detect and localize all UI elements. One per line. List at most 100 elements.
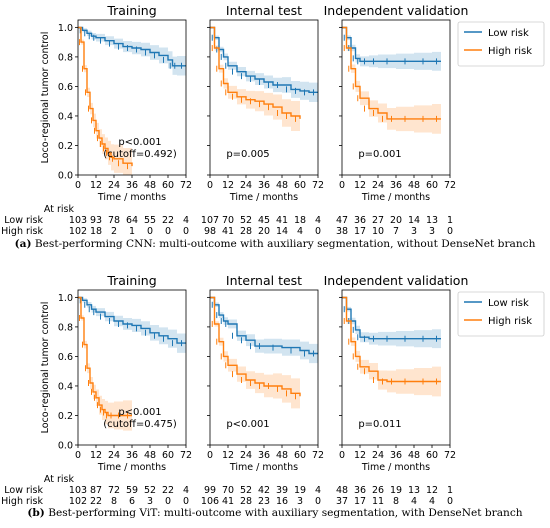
- at-risk-count: 59: [126, 485, 138, 496]
- at-risk-count: 0: [447, 226, 453, 237]
- low-risk-ci-band: [342, 27, 441, 72]
- subplot-internal-test: Internal test 0 12 24 36 48 60 72 Time / months p…: [201, 3, 324, 237]
- x-tick-label: 12: [222, 180, 234, 191]
- at-risk-count: 36: [354, 215, 366, 226]
- x-tick-label: 24: [108, 450, 120, 461]
- y-tick-label: 0.2: [58, 411, 73, 422]
- at-risk-count: 103: [69, 485, 87, 496]
- at-risk-count: 4: [315, 215, 321, 226]
- at-risk-count: 3: [411, 226, 417, 237]
- subplot-title: Training: [106, 273, 156, 288]
- x-tick-label: 24: [240, 450, 252, 461]
- x-tick-label: 0: [75, 450, 81, 461]
- at-risk-count: 8: [111, 496, 117, 507]
- p-value-annotation: p<0.001: [118, 137, 161, 148]
- high-risk-ci-band: [78, 297, 132, 432]
- x-axis-label: Time / months: [97, 192, 166, 203]
- x-tick-label: 24: [372, 450, 384, 461]
- y-tick-label: 1.0: [58, 293, 73, 304]
- x-tick-label: 72: [312, 450, 324, 461]
- at-risk-count: 0: [165, 496, 171, 507]
- x-axis-label: Time / months: [361, 462, 430, 473]
- low-risk-curve: [78, 26, 186, 67]
- at-risk-row-label: High risk: [1, 226, 43, 237]
- x-tick-label: 48: [408, 180, 420, 191]
- p-value-annotation: p<0.001: [226, 419, 269, 430]
- at-risk-count: 0: [183, 496, 189, 507]
- x-tick-label: 36: [258, 450, 270, 461]
- at-risk-count: 103: [69, 215, 87, 226]
- low-risk-legend-label: Low risk: [488, 298, 529, 309]
- legend-box: [457, 21, 545, 67]
- y-tick-label: 0.4: [58, 381, 73, 392]
- at-risk-row-label: Low risk: [4, 215, 43, 226]
- at-risk-count: 41: [222, 226, 234, 237]
- x-tick-label: 12: [354, 450, 366, 461]
- legend: Low risk High risk: [457, 291, 545, 337]
- at-risk-row-label: Low risk: [4, 485, 43, 496]
- low-risk-ci-band: [78, 27, 186, 77]
- at-risk-count: 52: [240, 485, 252, 496]
- at-risk-count: 102: [69, 226, 87, 237]
- high-risk-legend-label: High risk: [488, 46, 532, 57]
- p-value-annotation: p=0.005: [226, 149, 269, 160]
- at-risk-count: 1: [129, 226, 135, 237]
- at-risk-count: 18: [90, 226, 102, 237]
- x-tick-label: 36: [390, 180, 402, 191]
- y-tick-label: 0.8: [58, 52, 73, 63]
- at-risk-count: 55: [144, 215, 156, 226]
- at-risk-count: 107: [201, 215, 219, 226]
- x-tick-label: 60: [162, 180, 174, 191]
- y-tick-label: 0.6: [58, 82, 73, 93]
- at-risk-count: 38: [336, 226, 348, 237]
- subplot-independent-validation: Independent validation 0 12 24 36 48 60 72 Time …: [324, 3, 469, 237]
- caption-a: (a) Best-performing CNN: multi-outcome w…: [0, 238, 550, 250]
- at-risk-count: 93: [90, 215, 102, 226]
- x-tick-label: 12: [90, 450, 102, 461]
- high-risk-legend-label: High risk: [488, 316, 532, 327]
- at-risk-count: 3: [429, 226, 435, 237]
- at-risk-count: 20: [390, 215, 402, 226]
- x-axis-label: Time / months: [361, 192, 430, 203]
- at-risk-count: 28: [240, 226, 252, 237]
- at-risk-count: 78: [108, 215, 120, 226]
- at-risk-count: 0: [183, 226, 189, 237]
- at-risk-count: 36: [354, 485, 366, 496]
- at-risk-count: 41: [276, 215, 288, 226]
- at-risk-count: 48: [336, 485, 348, 496]
- at-risk-count: 22: [162, 215, 174, 226]
- x-tick-label: 48: [408, 450, 420, 461]
- caption-a-label: (a): [14, 238, 32, 250]
- at-risk-count: 19: [294, 485, 306, 496]
- at-risk-count: 47: [336, 215, 348, 226]
- y-tick-label: 0.4: [58, 111, 73, 122]
- high-risk-ci-band: [210, 297, 300, 413]
- subplot-title: Internal test: [226, 3, 302, 18]
- high-risk-curve: [210, 296, 301, 397]
- at-risk-count: 1: [447, 215, 453, 226]
- x-tick-label: 0: [207, 180, 213, 191]
- x-tick-label: 12: [90, 180, 102, 191]
- at-risk-count: 27: [372, 215, 384, 226]
- caption-b-text: Best-performing ViT: multi-outcome with …: [48, 507, 523, 519]
- p-value-annotation: p<0.001: [118, 407, 161, 418]
- at-risk-count: 6: [129, 496, 135, 507]
- high-risk-curve: [78, 26, 133, 167]
- subplot-title: Independent validation: [324, 273, 469, 288]
- x-tick-label: 36: [258, 180, 270, 191]
- at-risk-count: 42: [258, 485, 270, 496]
- x-tick-label: 72: [312, 180, 324, 191]
- at-risk-count: 14: [408, 215, 420, 226]
- legend-box: [457, 291, 545, 337]
- y-tick-label: 0.6: [58, 352, 73, 363]
- y-axis-label: Loco-regional tumor control: [40, 302, 51, 434]
- low-risk-curve: [342, 26, 441, 62]
- at-risk-count: 7: [393, 226, 399, 237]
- subplot-title: Independent validation: [324, 3, 469, 18]
- x-tick-label: 72: [180, 450, 192, 461]
- caption-b: (b) Best-performing ViT: multi-outcome w…: [0, 507, 550, 519]
- high-risk-curve: [342, 296, 441, 383]
- at-risk-count: 3: [297, 496, 303, 507]
